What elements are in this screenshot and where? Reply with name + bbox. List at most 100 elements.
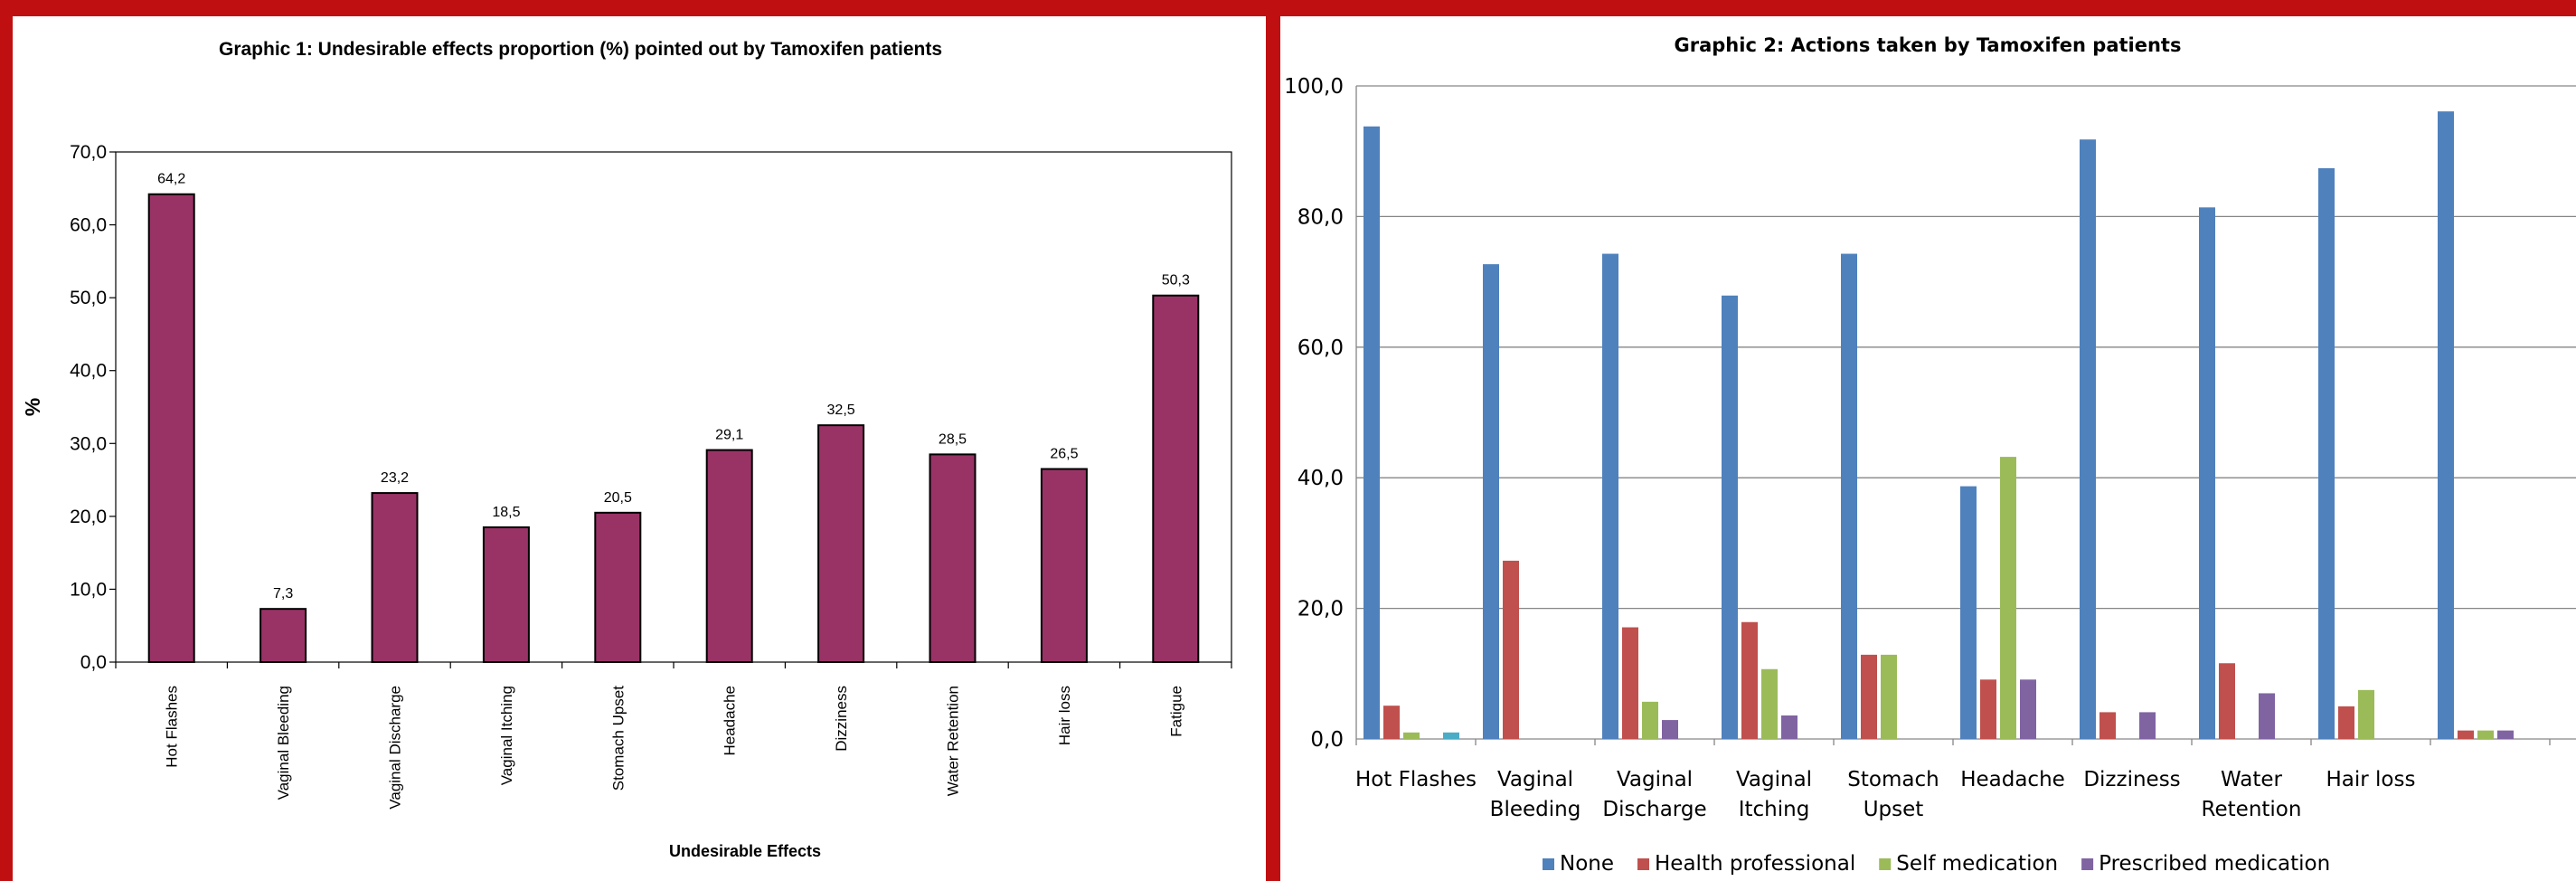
- x-tick-label: Headache: [722, 686, 739, 756]
- x-tick-label: Stomach: [1847, 768, 1939, 791]
- y-tick-label: 80,0: [1297, 205, 1344, 229]
- data-label: 18,5: [492, 505, 520, 520]
- bar: [2438, 111, 2454, 739]
- x-tick-label: Hair loss: [1056, 686, 1073, 745]
- bar: [1483, 264, 1499, 740]
- x-tick-label: Vaginal Bleeding: [275, 686, 292, 800]
- legend-swatch: [1879, 858, 1892, 870]
- y-tick-label: 60,0: [70, 215, 107, 236]
- legend-label: None: [1560, 852, 1614, 876]
- chart-title: Graphic 1: Undesirable effects proportio…: [219, 39, 942, 60]
- data-label: 20,5: [604, 490, 632, 506]
- bar: [2358, 689, 2374, 739]
- x-tick-label: Stomach Upset: [609, 686, 627, 791]
- bar: [1841, 253, 1857, 740]
- x-tick-label: Water: [2221, 768, 2283, 791]
- bar: [1622, 627, 1638, 739]
- bar: [2219, 663, 2235, 739]
- bar: [1403, 732, 1420, 739]
- actions-taken-bar-chart: Graphic 2: Actions taken by Tamoxifen pa…: [1284, 34, 2576, 876]
- y-tick-label: 100,0: [1284, 75, 1344, 99]
- x-tick-label: Hot Flashes: [164, 686, 181, 768]
- y-tick-label: 70,0: [70, 142, 107, 163]
- data-label: 32,5: [827, 403, 855, 418]
- bar: [482, 526, 530, 664]
- x-tick-label: Discharge: [1602, 798, 1706, 821]
- bar: [147, 193, 195, 663]
- chart-title: Graphic 2: Actions taken by Tamoxifen pa…: [1675, 34, 2182, 56]
- bar: [2139, 712, 2156, 739]
- y-tick-label: 60,0: [1297, 336, 1344, 360]
- x-axis-label: Undesirable Effects: [669, 842, 821, 860]
- bar: [1040, 468, 1088, 663]
- bar: [2259, 693, 2275, 739]
- undesirable-effects-bar-chart: Graphic 1: Undesirable effects proportio…: [21, 39, 1232, 860]
- bar: [2000, 457, 2016, 739]
- y-tick-label: 40,0: [70, 361, 107, 382]
- bar: [2318, 167, 2335, 740]
- x-tick-label: Headache: [1960, 768, 2065, 791]
- legend-swatch: [1637, 858, 1650, 870]
- bar: [705, 449, 753, 663]
- x-tick-label: Hair loss: [2326, 768, 2416, 791]
- bar: [2497, 730, 2514, 739]
- x-tick-label: Upset: [1864, 798, 1924, 821]
- bar: [817, 424, 865, 663]
- bar: [2080, 139, 2096, 740]
- x-tick-label: Vaginal: [1497, 768, 1573, 791]
- bar: [1602, 253, 1618, 740]
- bar: [1152, 294, 1200, 663]
- x-tick-label: Dizziness: [2083, 768, 2180, 791]
- y-tick-label: 40,0: [1297, 467, 1344, 490]
- data-label: 7,3: [273, 586, 293, 602]
- data-label: 28,5: [939, 431, 967, 447]
- bar: [1960, 486, 1977, 739]
- bar: [2199, 207, 2215, 740]
- data-label: 23,2: [381, 470, 409, 486]
- x-tick-label: Hot Flashes: [1355, 768, 1477, 791]
- x-tick-label: Vaginal: [1617, 768, 1693, 791]
- legend-label: Self medication: [1896, 852, 2058, 876]
- bar: [1642, 701, 1658, 739]
- legend-label: Health professional: [1655, 852, 1855, 876]
- bar: [2338, 706, 2354, 739]
- data-label: 50,3: [1162, 273, 1190, 289]
- x-tick-label: Fatigue: [1167, 686, 1184, 737]
- bar: [1662, 720, 1678, 739]
- x-tick-label: Vaginal: [1736, 768, 1812, 791]
- data-label: 64,2: [157, 172, 185, 187]
- y-tick-label: 10,0: [70, 579, 107, 600]
- legend-swatch: [1543, 858, 1554, 870]
- bar: [1861, 654, 1877, 739]
- chart-panel-undesirable-effects: Graphic 1: Undesirable effects proportio…: [13, 16, 1266, 881]
- chart-panel-actions-taken: Graphic 2: Actions taken by Tamoxifen pa…: [1280, 16, 2576, 881]
- bar: [2458, 730, 2474, 739]
- bar: [1781, 715, 1798, 739]
- y-tick-label: 20,0: [1297, 598, 1344, 621]
- x-tick-label: Dizziness: [833, 686, 850, 752]
- bar: [2099, 712, 2116, 739]
- bar: [1363, 126, 1380, 739]
- bar: [1383, 706, 1400, 739]
- y-tick-label: 0,0: [1310, 728, 1344, 752]
- y-tick-label: 0,0: [80, 652, 107, 673]
- x-tick-label: Itching: [1739, 798, 1810, 821]
- bar: [1980, 679, 1996, 739]
- bar: [2020, 679, 2036, 739]
- bar: [1741, 621, 1758, 739]
- x-tick-label: Bleeding: [1490, 798, 1581, 821]
- y-tick-label: 30,0: [70, 433, 107, 454]
- bar: [1503, 560, 1519, 739]
- x-tick-label: Water Retention: [945, 686, 962, 796]
- y-axis-label: %: [21, 398, 44, 416]
- data-label: 29,1: [715, 428, 743, 443]
- x-tick-label: Vaginal Itching: [498, 686, 515, 785]
- bar: [371, 492, 419, 663]
- y-tick-label: 50,0: [70, 288, 107, 308]
- bar: [259, 608, 307, 664]
- bar: [1722, 295, 1738, 739]
- data-label: 26,5: [1050, 446, 1078, 461]
- bar: [929, 453, 977, 663]
- x-tick-label: Vaginal Discharge: [387, 686, 404, 810]
- legend-label: Prescribed medication: [2099, 852, 2330, 876]
